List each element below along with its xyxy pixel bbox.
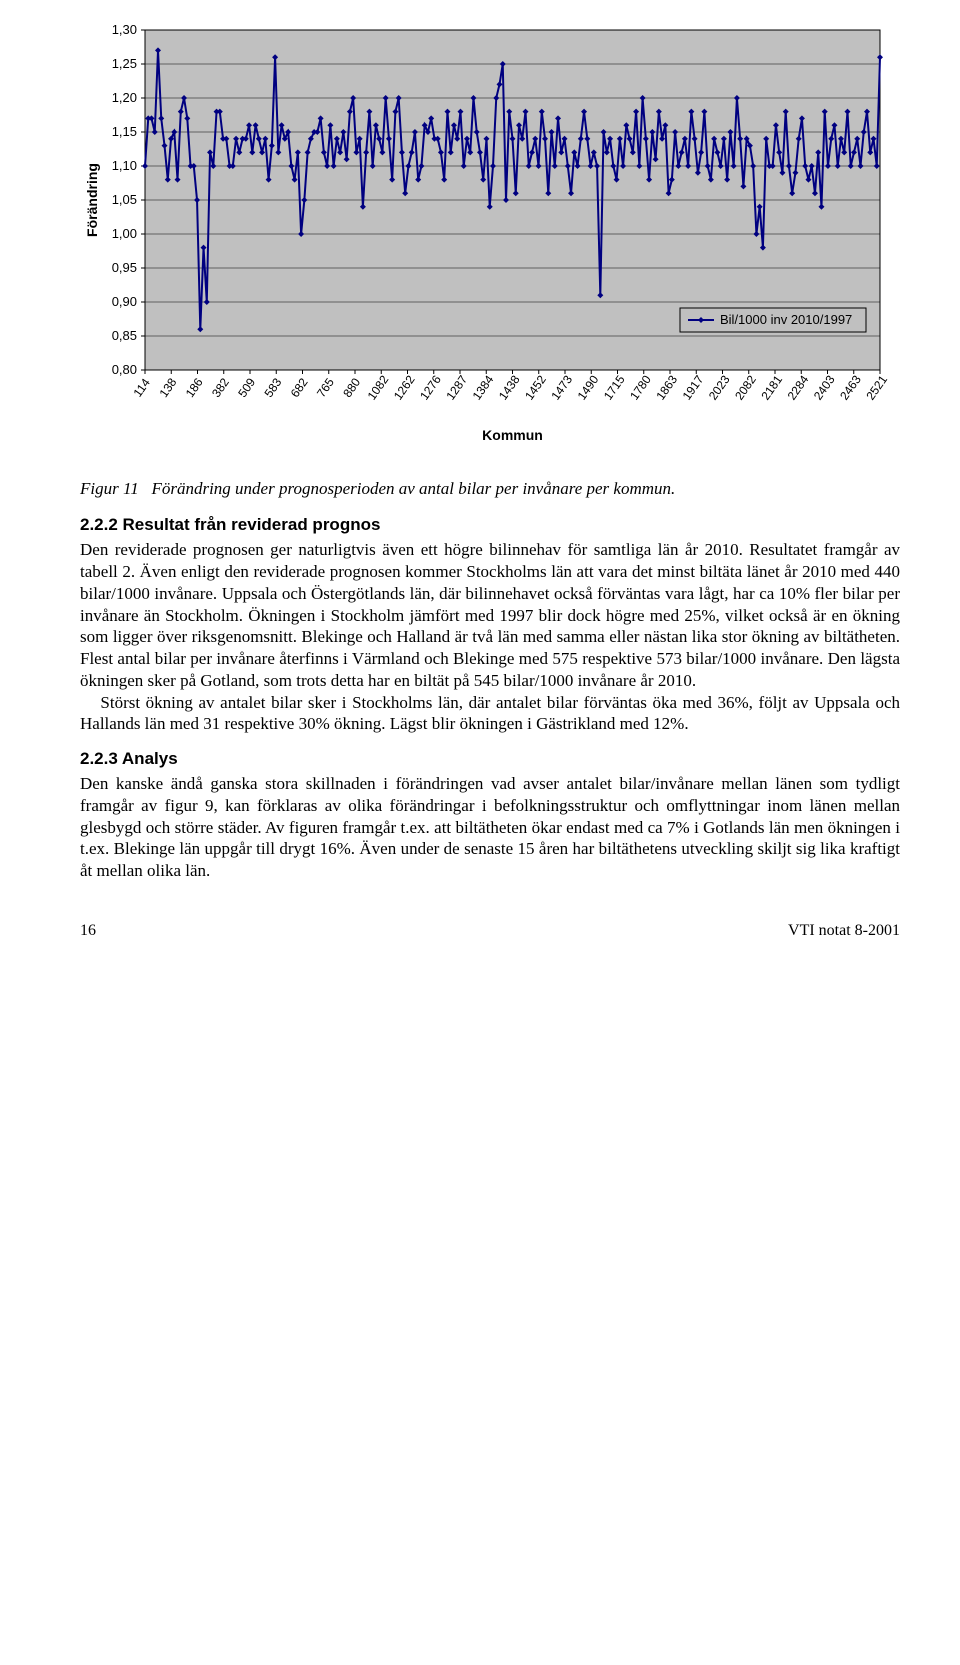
svg-text:1276: 1276	[417, 372, 444, 402]
svg-text:1262: 1262	[391, 372, 418, 402]
svg-text:1384: 1384	[470, 372, 497, 402]
svg-text:382: 382	[209, 375, 232, 400]
svg-text:1863: 1863	[653, 372, 680, 402]
svg-text:1,05: 1,05	[112, 192, 137, 207]
section-heading-222: 2.2.2 Resultat från reviderad prognos	[80, 515, 900, 535]
svg-text:0,80: 0,80	[112, 362, 137, 377]
svg-text:1,25: 1,25	[112, 56, 137, 71]
svg-text:1452: 1452	[522, 372, 549, 402]
svg-text:Kommun: Kommun	[482, 427, 543, 443]
figure-number: Figur 11	[80, 479, 139, 498]
line-chart: 0,80 0,85 0,90 0,95 1,00 1,05 1,10 1,15 1,20 1,25…	[80, 20, 900, 460]
figure-caption-text: Förändring under prognosperioden av anta…	[151, 479, 675, 498]
svg-text:1473: 1473	[548, 372, 575, 402]
section-222-para1: Den reviderade prognosen ger naturligtvi…	[80, 539, 900, 691]
svg-text:0,95: 0,95	[112, 260, 137, 275]
svg-text:880: 880	[340, 375, 363, 400]
svg-text:509: 509	[235, 375, 258, 400]
section-223-para: Den kanske ändå ganska stora skillnaden …	[80, 773, 900, 882]
svg-text:2023: 2023	[706, 372, 733, 402]
svg-text:1,10: 1,10	[112, 158, 137, 173]
svg-text:1490: 1490	[575, 372, 602, 402]
svg-text:765: 765	[314, 375, 337, 400]
svg-text:1,20: 1,20	[112, 90, 137, 105]
svg-text:186: 186	[183, 375, 206, 400]
svg-text:2403: 2403	[811, 372, 838, 402]
svg-text:Förändring: Förändring	[84, 163, 100, 237]
section-heading-223: 2.2.3 Analys	[80, 749, 900, 769]
svg-text:138: 138	[156, 375, 179, 400]
doc-id: VTI notat 8-2001	[788, 922, 900, 940]
svg-text:1082: 1082	[365, 372, 392, 402]
page-footer: 16 VTI notat 8-2001	[80, 922, 900, 940]
svg-text:2463: 2463	[837, 372, 864, 402]
svg-text:1,30: 1,30	[112, 22, 137, 37]
svg-text:1780: 1780	[627, 372, 654, 402]
svg-text:1438: 1438	[496, 372, 523, 402]
chart-container: 0,80 0,85 0,90 0,95 1,00 1,05 1,10 1,15 1,20 1,25…	[80, 20, 900, 460]
svg-text:1,15: 1,15	[112, 124, 137, 139]
section-222-para2: Störst ökning av antalet bilar sker i St…	[80, 692, 900, 736]
svg-text:1,00: 1,00	[112, 226, 137, 241]
svg-text:Bil/1000 inv 2010/1997: Bil/1000 inv 2010/1997	[720, 312, 852, 327]
svg-text:0,85: 0,85	[112, 328, 137, 343]
svg-text:2521: 2521	[863, 372, 890, 402]
svg-text:114: 114	[131, 376, 154, 400]
svg-text:2181: 2181	[758, 372, 785, 402]
svg-text:2284: 2284	[785, 372, 812, 402]
svg-text:1917: 1917	[680, 372, 707, 402]
svg-text:1715: 1715	[601, 372, 628, 402]
svg-text:2082: 2082	[732, 372, 759, 402]
page-number: 16	[80, 922, 96, 940]
figure-caption: Figur 11 Förändring under prognosperiode…	[80, 478, 900, 499]
svg-text:682: 682	[288, 375, 311, 400]
svg-text:1287: 1287	[443, 372, 470, 402]
svg-text:0,90: 0,90	[112, 294, 137, 309]
svg-text:583: 583	[261, 375, 284, 400]
